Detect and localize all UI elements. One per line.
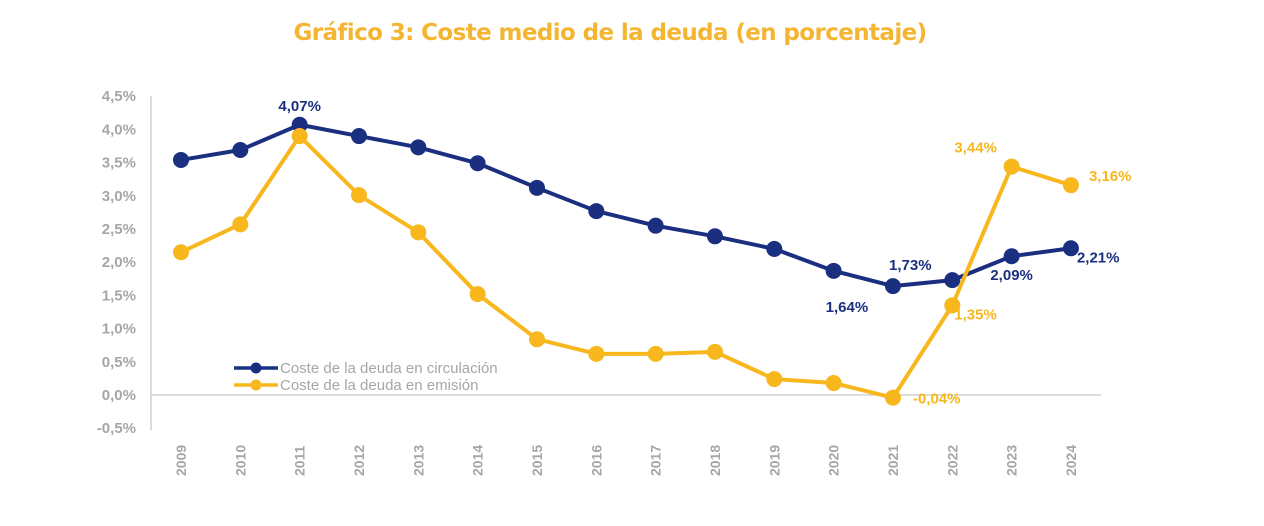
data-point-circulacion [884,278,901,295]
x-tick-label: 2013 [410,445,426,476]
data-point-circulacion [766,240,783,257]
data-point-emision [884,389,901,406]
data-point-circulacion [1062,240,1079,257]
data-label: 3,44% [954,140,997,157]
x-tick-label: 2015 [529,445,545,476]
x-tick-label: 2019 [766,445,782,476]
y-tick-label: 0,5% [102,354,136,371]
data-point-circulacion [410,139,427,156]
legend-marker [250,362,262,374]
y-tick-label: 2,0% [102,254,136,271]
x-tick-label: 2021 [885,445,901,476]
data-point-emision [1062,177,1079,194]
data-label: 1,35% [954,306,997,323]
y-tick-label: 1,5% [102,287,136,304]
data-point-emision [528,331,545,348]
data-point-circulacion [291,116,308,133]
data-point-circulacion [647,217,664,234]
y-tick-label: 4,5% [102,88,136,105]
data-point-emision [291,128,308,145]
data-point-emision [706,343,723,360]
data-point-emision [350,187,367,204]
y-tick-label: 2,5% [102,221,136,238]
axes [150,96,1101,431]
data-point-emision [173,244,189,261]
legend-marker [250,379,262,391]
x-tick-label: 2014 [470,445,486,476]
data-label: 4,07% [278,98,321,115]
data-point-circulacion [944,272,961,289]
y-axis-ticks: -0,5% 0,0% 0,5% 1,0% 1,5% 2,0% 2,5% 3,0% 3,5% 4,0… [97,88,136,437]
x-tick-label: 2012 [351,445,367,476]
legend-label: Coste de la deuda en emisión [280,377,478,394]
x-tick-label: 2022 [944,445,960,476]
chart-title: Gráfico 3: Coste medio de la deuda (en p… [293,20,927,46]
x-tick-label: 2011 [292,445,308,476]
data-point-emision [469,286,486,303]
data-label: 1,64% [826,299,869,316]
data-point-circulacion [469,155,486,172]
x-tick-label: 2020 [826,445,842,476]
y-tick-label: 0,0% [102,387,136,404]
data-point-circulacion [350,128,367,145]
data-label: 2,21% [1077,249,1120,266]
data-point-circulacion [1003,248,1020,265]
series-line-emision [180,134,1072,400]
data-point-emision [647,345,664,362]
data-label: 1,73% [889,257,932,274]
y-tick-label: 3,0% [102,188,136,205]
data-point-emision [825,375,842,392]
x-tick-label: 2023 [1004,445,1020,476]
series-line-circulacion [180,122,1072,289]
data-point-emision [410,224,427,241]
data-point-circulacion [173,151,189,168]
data-label: 3,16% [1089,168,1132,185]
y-tick-label: 1,0% [102,321,136,338]
data-point-emision [1003,158,1020,175]
legend-label: Coste de la deuda en circulación [280,360,498,377]
data-label: -0,04% [913,391,961,408]
data-point-emision [766,371,783,388]
data-point-circulacion [706,228,723,245]
y-tick-label: -0,5% [97,420,136,437]
x-tick-label: 2016 [588,445,604,476]
y-tick-label: 4,0% [102,121,136,138]
data-point-circulacion [528,179,545,196]
x-tick-label: 2010 [232,445,248,476]
data-point-circulacion [232,141,249,158]
y-tick-label: 3,5% [102,155,136,172]
data-point-emision [232,216,249,233]
data-point-circulacion [825,262,842,279]
data-labels: 4,07% 1,64% 1,73% 2,09% 2,21% -0,04% 1,35% 3,44… [278,98,1131,408]
x-tick-label: 2018 [707,445,723,476]
x-tick-label: 2009 [173,445,189,476]
x-tick-label: 2024 [1063,445,1079,476]
data-point-emision [944,297,961,314]
data-point-emision [588,345,605,362]
series-group [173,116,1079,406]
x-tick-label: 2017 [648,445,664,476]
data-label: 2,09% [990,267,1033,284]
data-point-circulacion [588,203,605,220]
x-axis-ticks: 2009 2010 2011 2012 2013 2014 2015 2016 2017 2018… [173,445,1079,476]
